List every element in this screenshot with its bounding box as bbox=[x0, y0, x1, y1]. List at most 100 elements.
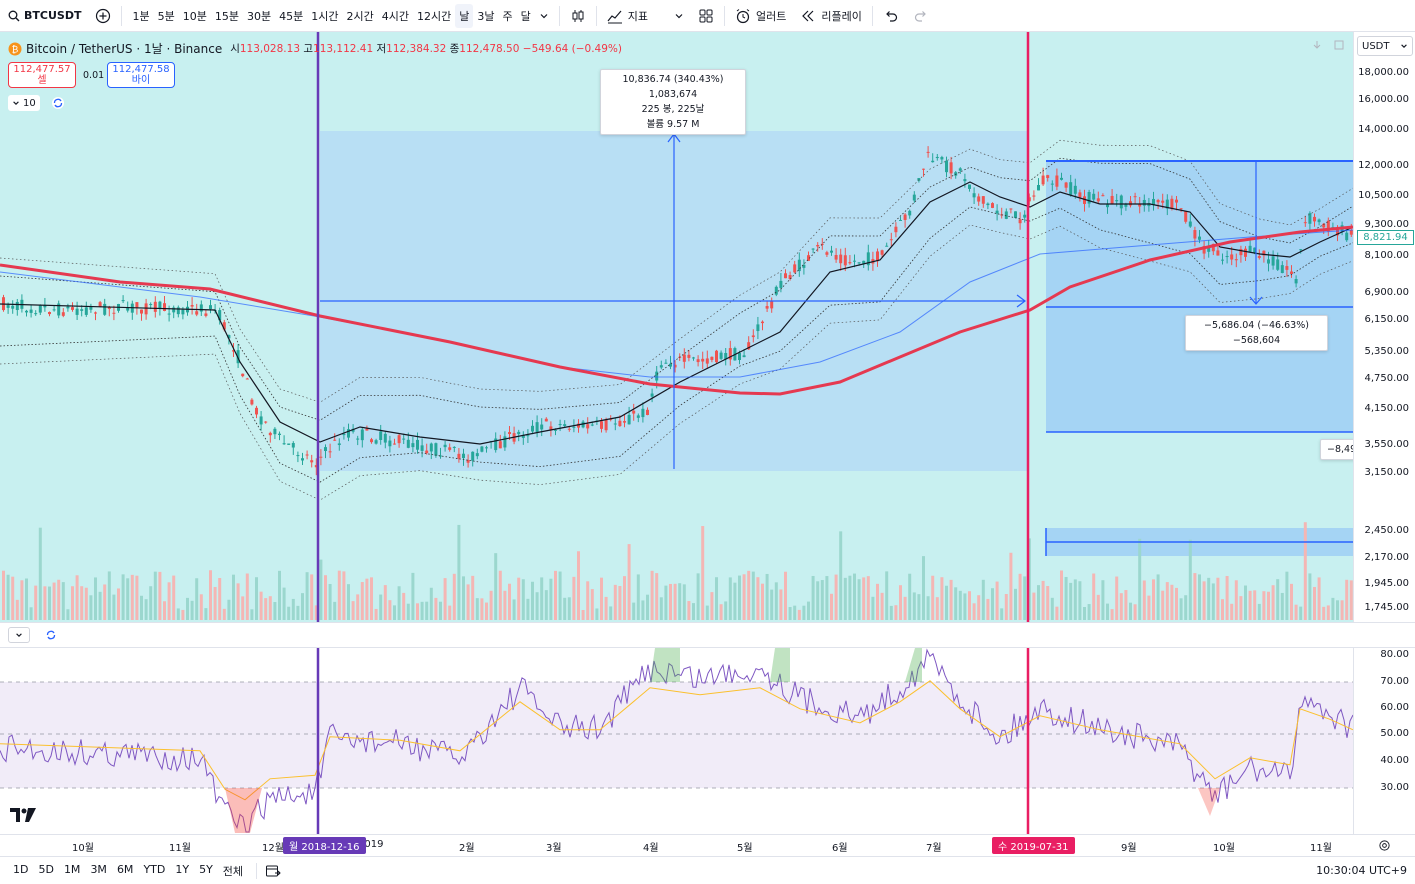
sync-icon[interactable] bbox=[44, 628, 58, 642]
candle-body bbox=[632, 410, 636, 414]
rsi-scale[interactable]: 80.00 70.00 60.00 50.00 40.00 30.00 bbox=[1353, 648, 1415, 834]
interval-7[interactable]: 2시간 bbox=[346, 9, 374, 23]
interval-4[interactable]: 30분 bbox=[246, 9, 272, 23]
interval-6[interactable]: 1시간 bbox=[311, 9, 339, 23]
sync-icon[interactable] bbox=[51, 96, 65, 110]
interval-12[interactable]: 주 bbox=[502, 9, 513, 23]
volume-bar bbox=[319, 559, 323, 620]
price-scale[interactable]: USDT 18,000.00 16,000.00 14,000.00 12,000.0… bbox=[1353, 32, 1415, 622]
price-label: 12,000.00 bbox=[1358, 160, 1409, 171]
settings-icon[interactable] bbox=[1378, 839, 1391, 852]
indicators-button[interactable]: 지표 bbox=[603, 4, 652, 28]
volume-bar bbox=[264, 598, 268, 620]
candle-body bbox=[1221, 259, 1224, 261]
candle-body bbox=[977, 196, 981, 202]
volume-bar bbox=[577, 551, 580, 620]
range-5[interactable]: YTD bbox=[143, 862, 166, 876]
bollinger-upper bbox=[0, 157, 1353, 421]
candle-body bbox=[1014, 211, 1017, 218]
candle-body bbox=[880, 250, 884, 255]
candle-body bbox=[1262, 250, 1266, 256]
candle-body bbox=[11, 305, 15, 309]
candle-body bbox=[1124, 203, 1128, 207]
interval-10[interactable]: 날 bbox=[455, 3, 474, 28]
compare-button[interactable] bbox=[91, 4, 115, 28]
candle-body bbox=[1188, 221, 1192, 227]
candle-body bbox=[1119, 195, 1123, 209]
interval-3[interactable]: 15분 bbox=[214, 9, 239, 23]
volume-bar bbox=[526, 598, 530, 620]
range-1[interactable]: 5D bbox=[38, 862, 54, 876]
volume-bar bbox=[38, 527, 42, 620]
interval-5[interactable]: 45분 bbox=[279, 9, 304, 23]
candle-body bbox=[1317, 219, 1321, 223]
interval-0[interactable]: 1분 bbox=[132, 9, 150, 23]
grid-layout-icon bbox=[698, 8, 714, 24]
indicators-toggle[interactable]: 10 bbox=[8, 95, 40, 111]
range-8[interactable]: 전체 bbox=[222, 864, 244, 878]
candle-body bbox=[195, 311, 199, 315]
volume-bar bbox=[1096, 594, 1100, 620]
interval-8[interactable]: 4시간 bbox=[381, 9, 409, 23]
candle-body bbox=[636, 415, 640, 418]
range-6[interactable]: 1Y bbox=[175, 862, 190, 876]
price-label: 8,100.00 bbox=[1364, 250, 1409, 261]
alert-button[interactable]: 얼러트 bbox=[731, 4, 790, 28]
download-icon[interactable] bbox=[1312, 40, 1322, 50]
volume-bar bbox=[535, 592, 539, 620]
volume-bar bbox=[1078, 581, 1082, 620]
currency-selector[interactable]: USDT bbox=[1357, 36, 1413, 56]
range-0[interactable]: 1D bbox=[13, 862, 29, 876]
rsi-canvas[interactable] bbox=[0, 648, 1353, 834]
time-axis[interactable]: 10월 11월 12월 2019 2월 3월 4월 5월 6월 7월 9월 10월 11월 월 2018… bbox=[0, 834, 1415, 856]
replay-button[interactable]: 리플레이 bbox=[796, 4, 865, 28]
redo-button[interactable] bbox=[909, 4, 933, 28]
undo-button[interactable] bbox=[879, 4, 903, 28]
indicator-templates-dropdown[interactable] bbox=[670, 4, 688, 28]
goto-date-icon[interactable] bbox=[265, 863, 281, 879]
main-chart-pane[interactable]: ₿ Bitcoin / TetherUS · 1날 · Binance 시113… bbox=[0, 32, 1353, 622]
volume-bar bbox=[1202, 581, 1206, 620]
clock-label[interactable]: 10:30:04 UTC+9 bbox=[1316, 864, 1407, 877]
range-7[interactable]: 5Y bbox=[199, 862, 213, 876]
interval-11[interactable]: 3날 bbox=[477, 9, 495, 23]
range-3[interactable]: 3M bbox=[90, 862, 107, 876]
volume-bar bbox=[503, 590, 507, 620]
interval-9[interactable]: 12시간 bbox=[416, 9, 452, 23]
symbol-title[interactable]: Bitcoin / TetherUS · 1날 · Binance bbox=[26, 42, 223, 56]
candle-body bbox=[526, 435, 530, 437]
candle-body bbox=[287, 443, 291, 445]
interval-13[interactable]: 달 bbox=[520, 9, 531, 23]
candle-body bbox=[1138, 204, 1142, 207]
volume-bar bbox=[43, 586, 47, 620]
candle-body bbox=[705, 358, 709, 364]
candle-body bbox=[544, 418, 548, 422]
layout-button[interactable] bbox=[694, 4, 718, 28]
volume-bar bbox=[784, 571, 787, 620]
volume-bar bbox=[1119, 593, 1123, 620]
volume-bar bbox=[512, 599, 516, 620]
volume-bar bbox=[397, 586, 401, 620]
symbol-search[interactable]: BTCUSDT bbox=[4, 4, 85, 28]
maximize-icon[interactable] bbox=[1334, 40, 1344, 50]
volume-bar bbox=[1290, 583, 1293, 620]
volume-bar bbox=[802, 605, 806, 620]
candle-body bbox=[1092, 193, 1096, 200]
rsi-pane[interactable] bbox=[0, 648, 1353, 834]
volume-bar bbox=[917, 594, 921, 620]
interval-1[interactable]: 5분 bbox=[157, 9, 175, 23]
range-2[interactable]: 1M bbox=[63, 862, 81, 876]
candle-body bbox=[866, 252, 870, 266]
buy-price: 112,477.58 bbox=[112, 64, 170, 75]
range-4[interactable]: 6M bbox=[116, 862, 134, 876]
buy-button[interactable]: 112,477.58 바이 bbox=[107, 62, 175, 88]
chart-type-button[interactable] bbox=[566, 4, 590, 28]
volume-bar bbox=[885, 571, 889, 620]
volume-bar bbox=[521, 579, 525, 620]
sell-button[interactable]: 112,477.57 셀 bbox=[8, 62, 76, 88]
volume-bar bbox=[80, 586, 84, 620]
interval-2[interactable]: 10분 bbox=[182, 9, 207, 23]
rsi-collapse-button[interactable] bbox=[8, 627, 30, 643]
interval-dropdown[interactable] bbox=[535, 4, 553, 28]
price-chart-canvas[interactable] bbox=[0, 32, 1353, 622]
